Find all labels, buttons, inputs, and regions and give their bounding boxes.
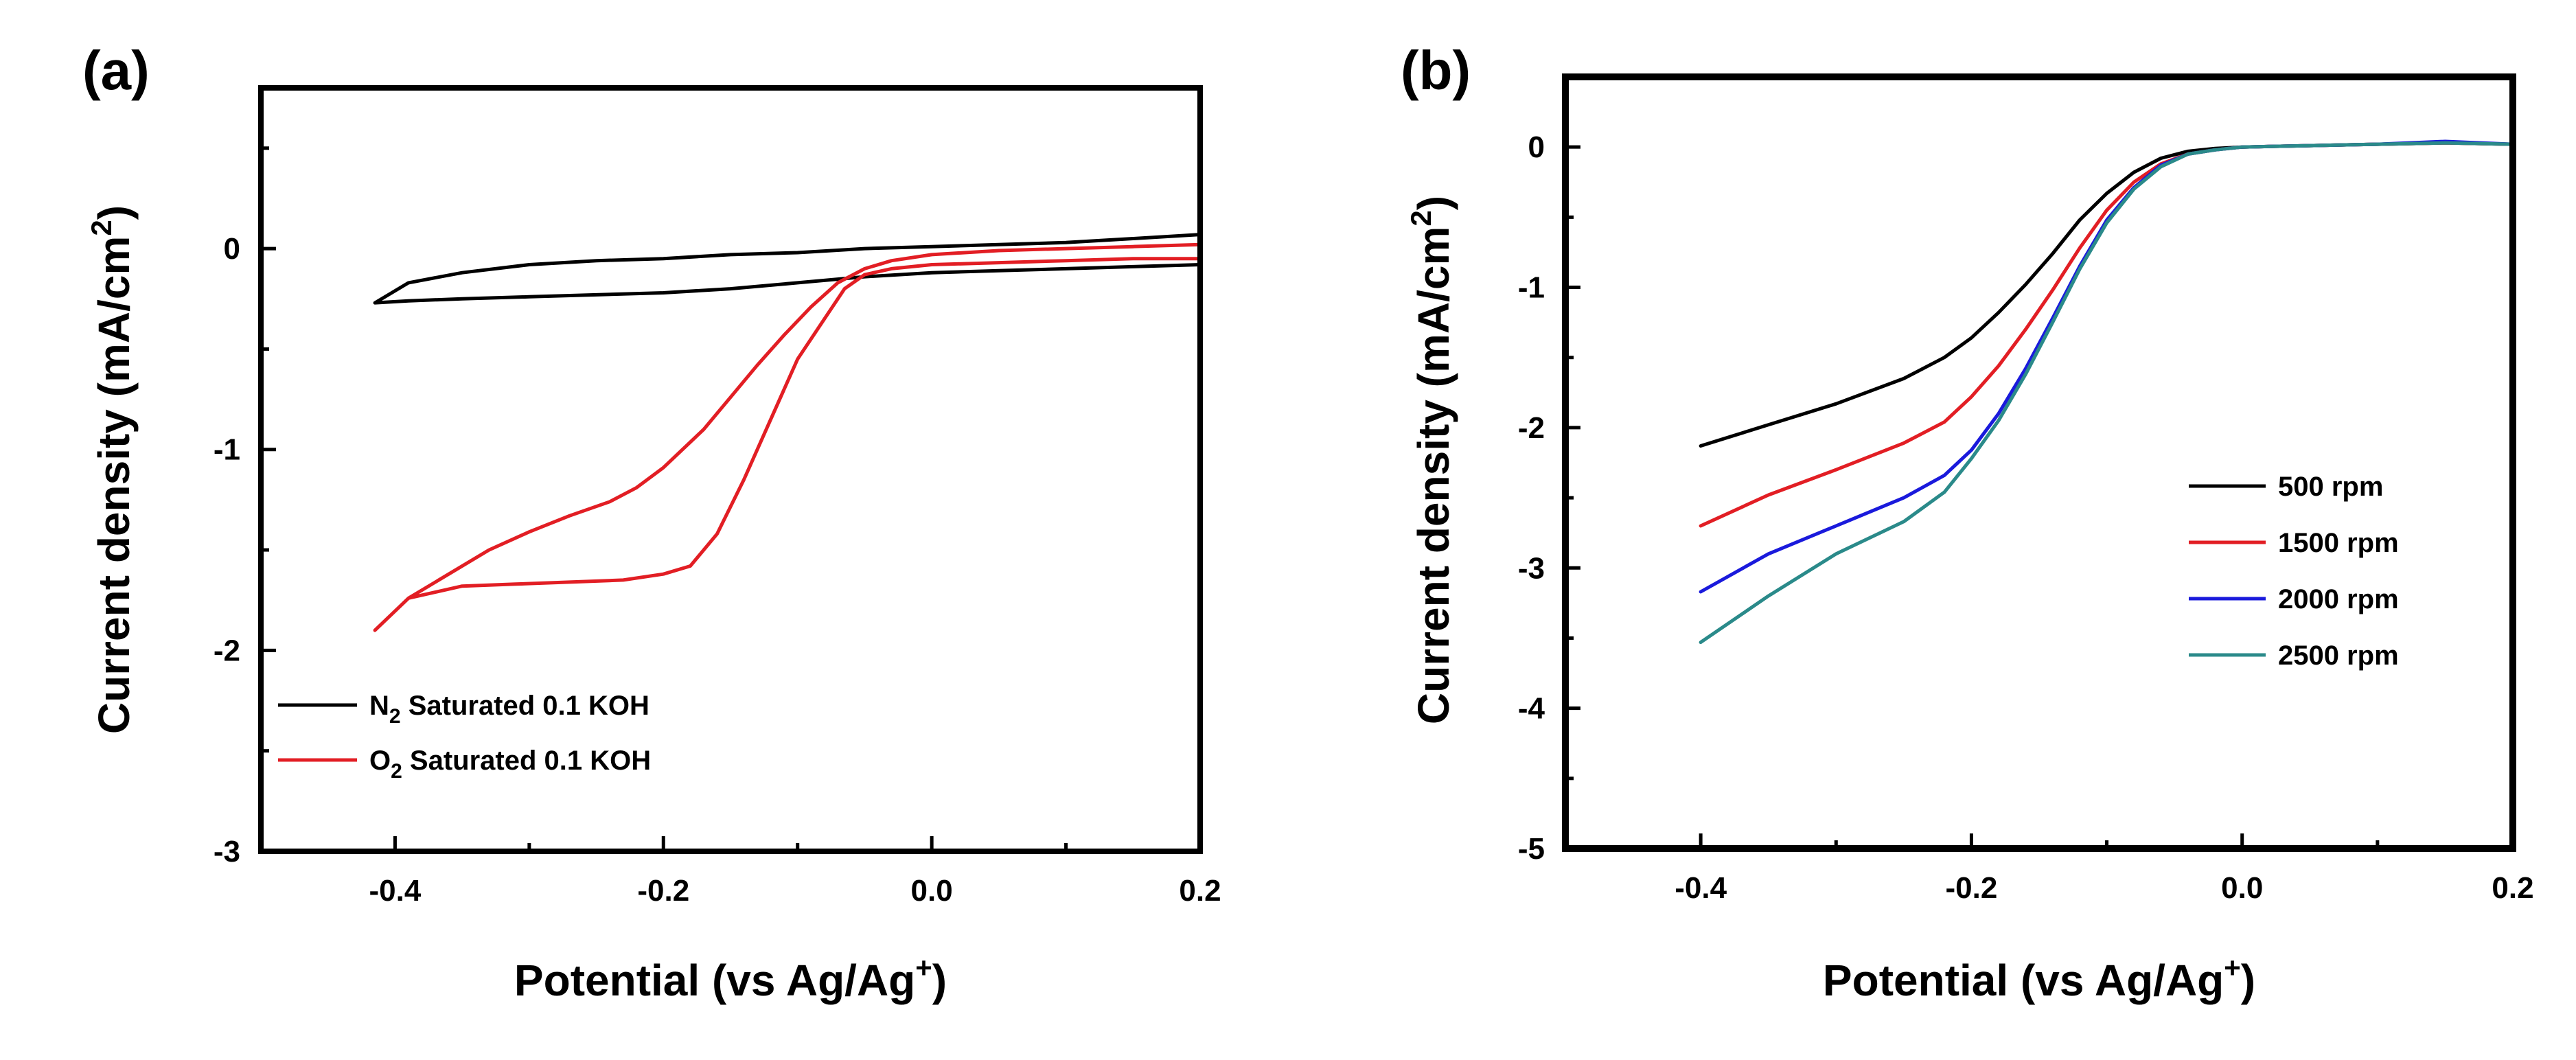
panel-a-label: (a): [82, 40, 150, 101]
legend-label-2000rpm: 2000 rpm: [2278, 584, 2399, 614]
panel-b-y-tick-label: -3: [1518, 551, 1545, 585]
panel-b-x-tick-label: -0.2: [1946, 871, 1998, 905]
plot-a: -0.4 -0.2 0.0 0.2 0 -1 -2 -3: [214, 146, 1221, 908]
legend-label-2500rpm: 2500 rpm: [2278, 641, 2399, 671]
legend-label-o2: O2 Saturated 0.1 KOH: [369, 746, 651, 783]
panel-a-y-tick-label: -1: [214, 433, 240, 467]
legend-label-n2: N2 Saturated 0.1 KOH: [369, 691, 649, 728]
panel-a-x-tick-label: -0.4: [369, 874, 422, 908]
panel-b-legend: 500 rpm 1500 rpm 2000 rpm 2500 rpm: [2189, 472, 2399, 671]
series-line-500-rpm: [1699, 141, 2515, 448]
panel-b: (b) -0.4 -0.2 0.0 0.2 0 -1 -2 -3 -4 -5 Potential …: [1401, 40, 2534, 1005]
series-line-n2-saturated-0-1-koh: [373, 233, 1202, 305]
legend-label-500rpm: 500 rpm: [2278, 472, 2383, 502]
plot-b: -0.4 -0.2 0.0 0.2 0 -1 -2 -3 -4 -5: [1518, 75, 2534, 905]
panel-b-x-tick-label: 0.0: [2221, 871, 2263, 905]
panel-a-x-axis-label: Potential (vs Ag/Ag+): [514, 952, 947, 1005]
panel-a-legend: N2 Saturated 0.1 KOH O2 Saturated 0.1 KO…: [278, 691, 651, 783]
panel-a-y-tick-label: -3: [214, 835, 240, 868]
plot-b-frame: [1562, 73, 2516, 852]
panel-b-y-axis-label: Current density (mA/cm2): [1405, 196, 1458, 724]
panel-a-x-tick-label: 0.0: [911, 874, 953, 908]
panel-b-y-tick-label: -5: [1518, 832, 1545, 866]
panel-b-x-axis-label: Potential (vs Ag/Ag+): [1823, 952, 2255, 1005]
panel-b-x-tick-label: 0.2: [2492, 871, 2533, 905]
plot-a-frame: [258, 85, 1203, 854]
panel-b-y-tick-label: -2: [1518, 411, 1545, 445]
panel-a-x-tick-label: 0.2: [1179, 874, 1221, 908]
series-line-1500-rpm: [1699, 141, 2515, 528]
panel-a-y-tick-label: 0: [224, 232, 240, 266]
legend-label-1500rpm: 1500 rpm: [2278, 528, 2399, 558]
panel-b-y-tick-label: -1: [1518, 271, 1545, 305]
panel-a-y-axis-label: Current density (mA/cm2): [85, 205, 139, 734]
series-line-o2-saturated-0-1-koh: [373, 242, 1202, 632]
panel-b-y-tick-label: 0: [1528, 130, 1545, 164]
panel-a-y-tick-label: -2: [214, 634, 240, 667]
panel-b-y-tick-label: -4: [1518, 692, 1545, 726]
panel-a: (a) -0.4 -0.2 0.0 0.2 0 -1 -2 -3 Potential (vs …: [82, 40, 1221, 1005]
series-line-2500-rpm: [1699, 141, 2515, 645]
panel-b-label: (b): [1401, 40, 1471, 101]
panel-b-x-tick-label: -0.4: [1675, 871, 1727, 905]
panel-a-x-tick-label: -0.2: [637, 874, 689, 908]
